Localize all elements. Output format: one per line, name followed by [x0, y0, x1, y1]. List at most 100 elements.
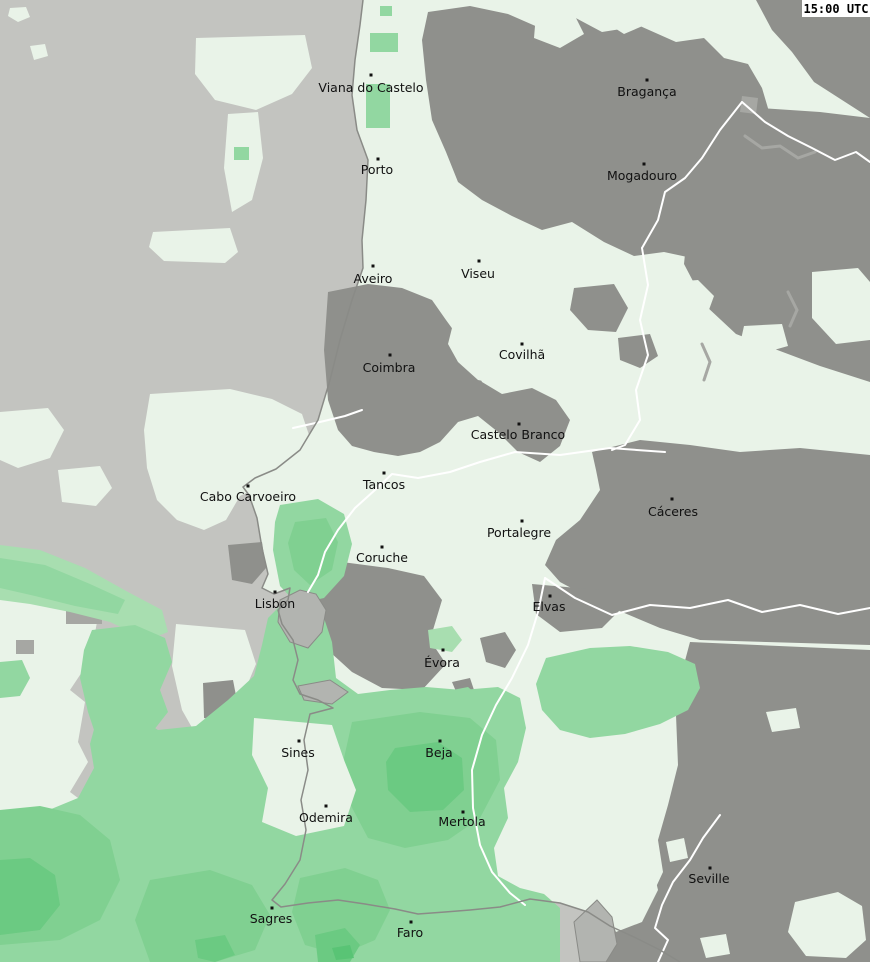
- city-label: Mogadouro: [607, 168, 677, 183]
- city-dot: [708, 866, 712, 870]
- cloud-region: [324, 284, 570, 462]
- clear-patch: [740, 324, 788, 354]
- cloud-region: [570, 284, 628, 332]
- cloud-region: [228, 542, 266, 584]
- city-dot: [270, 906, 274, 910]
- city-label: Coruche: [356, 550, 408, 565]
- guadiana-river: [471, 577, 546, 906]
- clear-patch: [195, 35, 312, 110]
- city-label: Faro: [397, 925, 423, 940]
- cloud-region: [756, 0, 870, 118]
- city-label: Portalegre: [487, 525, 551, 540]
- clear-patch: [788, 892, 866, 958]
- city-dot: [273, 590, 277, 594]
- precipitation-layer: [0, 6, 700, 962]
- rain-region: [380, 6, 392, 16]
- rain-region: [366, 84, 390, 128]
- river: [786, 290, 799, 328]
- clear-patch: [534, 10, 584, 48]
- border-line: [611, 247, 649, 451]
- rain-heavy-region: [332, 945, 354, 960]
- city-label: Cáceres: [648, 504, 698, 519]
- city-dot: [645, 78, 649, 82]
- city-dot: [369, 73, 373, 77]
- clear-patch: [812, 268, 870, 344]
- rain-region: [370, 33, 398, 52]
- city-dot: [520, 342, 524, 346]
- city-label: Seville: [688, 871, 729, 886]
- rain-strong-region: [386, 742, 464, 812]
- guadalquivir-river: [654, 814, 721, 962]
- city-label: Viana do Castelo: [318, 80, 423, 95]
- city-dot: [388, 353, 392, 357]
- cloud-region: [422, 6, 770, 258]
- rain-region: [0, 660, 30, 698]
- light-gray-patch: [16, 640, 34, 654]
- city-label: Porto: [361, 162, 393, 177]
- city-label: Mertola: [438, 814, 485, 829]
- rain-region: [0, 558, 125, 614]
- clear-patch: [144, 389, 312, 530]
- city-dot: [461, 810, 465, 814]
- city-dot: [441, 648, 445, 652]
- city-label: Covilhã: [499, 347, 545, 362]
- city-dot: [548, 594, 552, 598]
- city-label: Aveiro: [354, 271, 393, 286]
- rivers-borders-layer: [292, 101, 870, 962]
- city-dot: [438, 739, 442, 743]
- city-label: Tancos: [362, 477, 405, 492]
- city-label: Lisbon: [255, 596, 295, 611]
- city-dot: [520, 519, 524, 523]
- rain-region: [234, 147, 249, 160]
- clear-patch: [646, 280, 714, 320]
- clear-sky-sea-patches: [0, 7, 312, 816]
- city-label: Cabo Carvoeiro: [200, 489, 296, 504]
- cloud-region: [290, 562, 446, 690]
- border-line: [641, 101, 743, 249]
- rain-strong-region: [195, 935, 235, 962]
- clear-patch: [0, 408, 64, 468]
- city-dot: [380, 545, 384, 549]
- city-dot: [642, 162, 646, 166]
- city-label: Beja: [425, 745, 452, 760]
- cloud-region: [596, 642, 870, 962]
- cadiz-bay: [573, 899, 618, 962]
- city-label: Coimbra: [363, 360, 416, 375]
- timestamp-text: 15:00 UTC: [803, 2, 868, 16]
- cloud-region: [545, 440, 870, 645]
- river: [743, 134, 817, 160]
- city-label: Viseu: [461, 266, 495, 281]
- city-dot: [371, 264, 375, 268]
- timestamp-badge: 15:00 UTC: [802, 0, 870, 17]
- cloud-region: [618, 334, 658, 368]
- city-label: Elvas: [533, 599, 566, 614]
- clear-corridor: [252, 718, 356, 836]
- city-dot: [246, 484, 250, 488]
- douro-river: [741, 101, 870, 163]
- clear-patch: [666, 838, 688, 862]
- cities-layer: Viana do Castelo Bragança Porto Mogadouro Av…: [200, 73, 730, 940]
- clear-patch: [602, 856, 658, 932]
- clear-patch: [58, 466, 112, 506]
- river: [700, 342, 712, 382]
- rain-light-region: [428, 626, 462, 652]
- clear-sky-islands: [448, 0, 870, 958]
- tagus-estuary: [277, 589, 327, 649]
- guadiana-river: [544, 577, 870, 616]
- city-label: Sagres: [250, 911, 293, 926]
- rain-strong-region: [0, 858, 60, 935]
- cloud-cover-regions: [203, 0, 870, 962]
- clear-patch: [766, 708, 800, 732]
- rain-region: [536, 646, 700, 738]
- cloud-region: [480, 632, 516, 668]
- city-label: Sines: [281, 745, 315, 760]
- city-label: Castelo Branco: [471, 427, 565, 442]
- clear-patch: [30, 44, 48, 60]
- city-dot: [297, 739, 301, 743]
- city-label: Évora: [424, 655, 460, 670]
- coastline-path: [242, 0, 681, 962]
- city-label: Bragança: [617, 84, 676, 99]
- clear-patch: [149, 228, 238, 263]
